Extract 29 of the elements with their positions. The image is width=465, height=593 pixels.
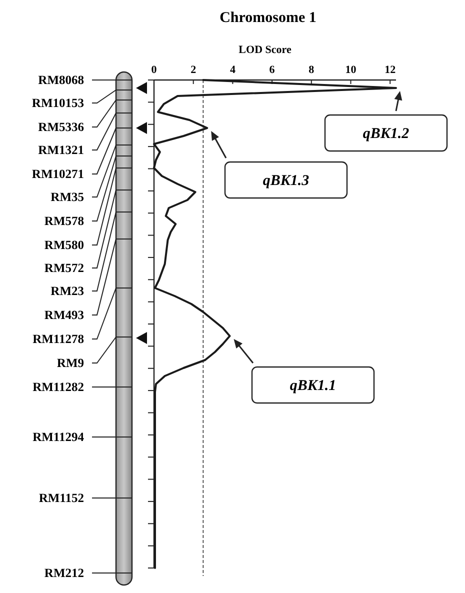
text: RM8068 [38, 73, 84, 87]
text: RM23 [50, 284, 84, 298]
text: RM580 [44, 238, 84, 252]
text: RM11278 [32, 332, 84, 346]
annotation: qBK1.1 [290, 378, 336, 394]
text: RM35 [50, 190, 84, 204]
x-tick-label: 6 [269, 64, 276, 76]
x-axis-title: LOD Score [238, 44, 292, 56]
text: RM11294 [32, 430, 85, 444]
text: RM1152 [38, 491, 84, 505]
x-tick-label: 2 [190, 64, 197, 76]
x-tick-label: 0 [151, 64, 158, 76]
text: RM212 [44, 566, 84, 580]
annotation: qBK1.3 [262, 173, 310, 189]
text: RM5336 [38, 120, 84, 134]
text: RM10153 [32, 96, 84, 110]
text: RM10271 [32, 167, 84, 181]
x-tick-label: 4 [230, 64, 236, 76]
chart-title: Chromosome 1 [220, 10, 316, 26]
text: RM11282 [32, 380, 84, 394]
text: RM578 [44, 214, 84, 228]
text: RM1321 [38, 143, 84, 157]
annotation: qBK1.2 [362, 126, 410, 142]
text: RM9 [56, 356, 84, 370]
x-tick-label: 8 [308, 64, 315, 76]
text: RM572 [44, 261, 84, 275]
x-tick-label: 12 [384, 64, 396, 76]
x-tick-label: 10 [345, 64, 357, 76]
text: RM493 [44, 308, 84, 322]
